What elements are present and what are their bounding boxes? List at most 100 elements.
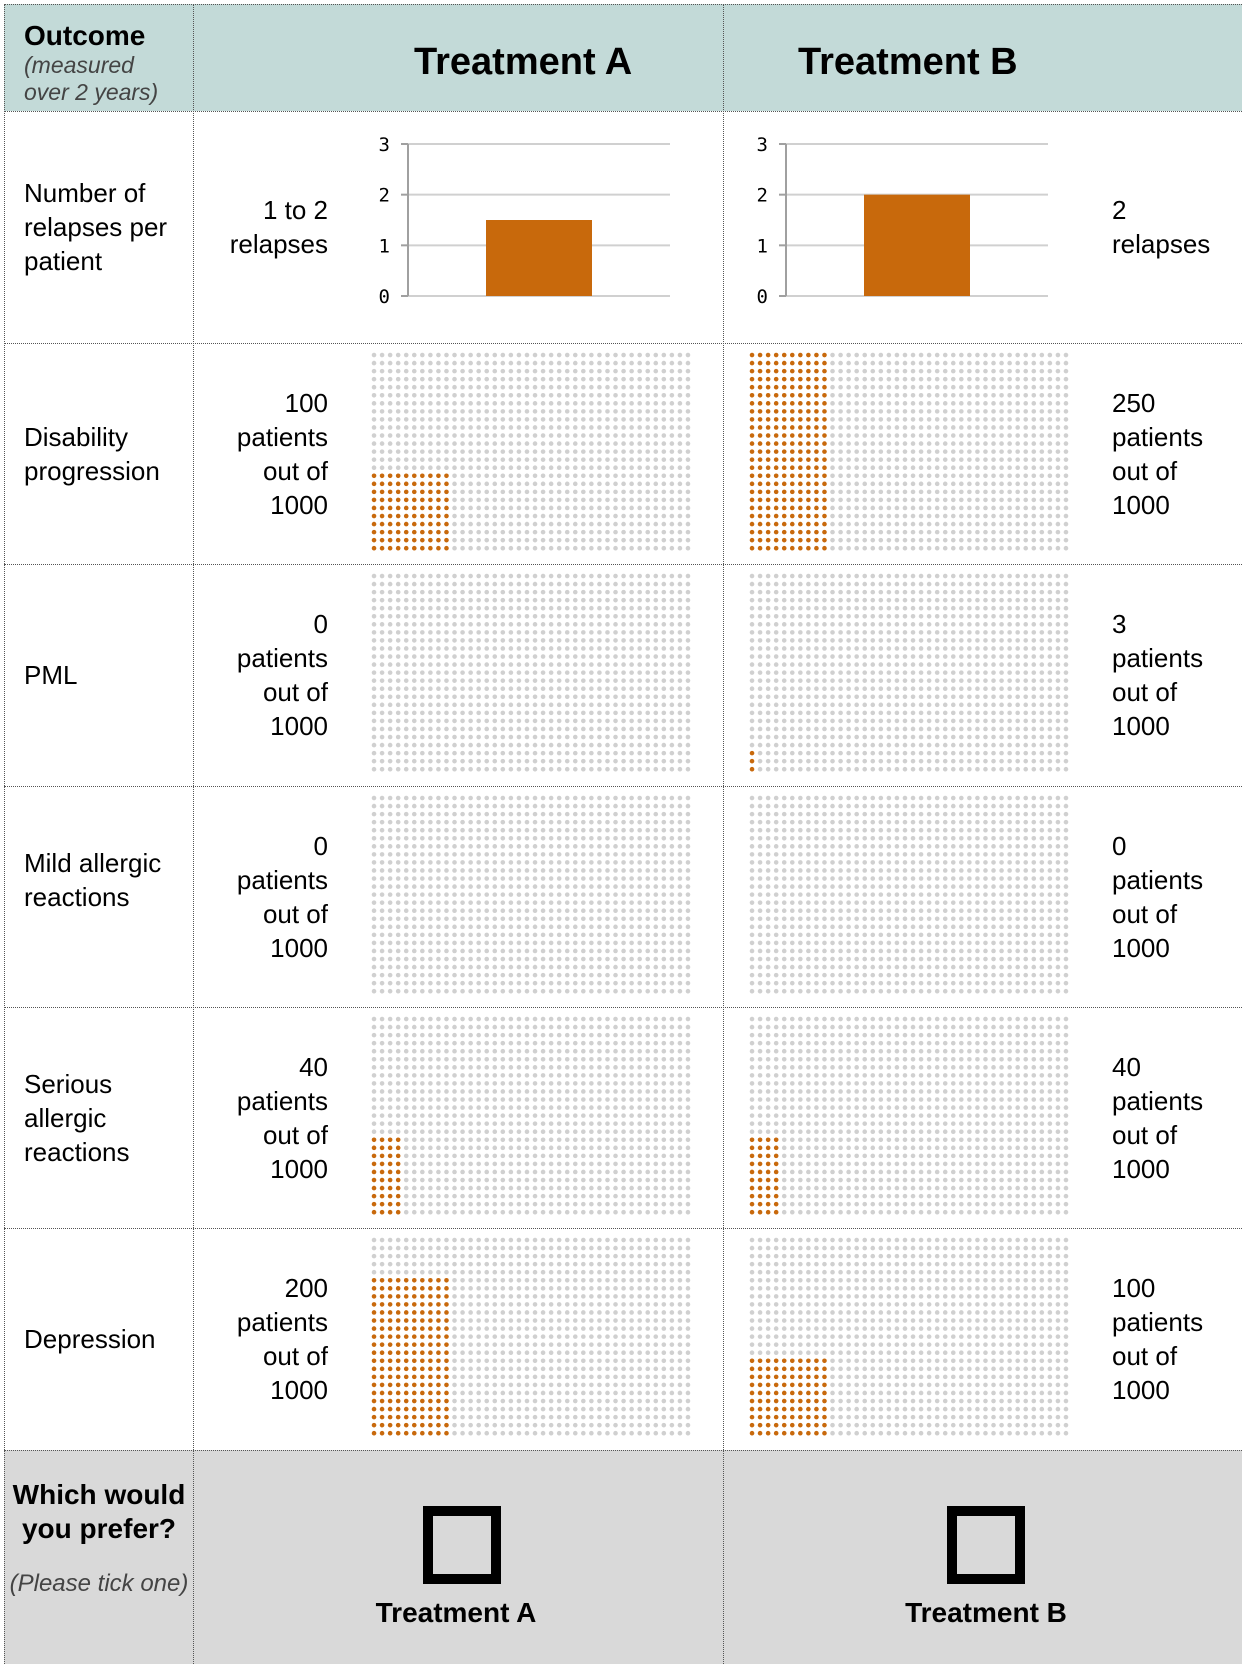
patient-dot xyxy=(500,622,506,627)
treatment-b-value-text: 100 patients out of 1000 xyxy=(1112,1271,1240,1407)
patient-dot xyxy=(500,529,506,535)
patient-dot xyxy=(637,573,642,579)
patient-dot xyxy=(967,425,972,430)
patient-dot xyxy=(500,465,506,471)
patient-dot xyxy=(991,489,996,495)
patient-dot xyxy=(854,537,859,543)
patient-dot xyxy=(572,489,578,495)
patient-dot xyxy=(581,457,586,462)
affected-patient-dot xyxy=(765,489,771,495)
patient-dot xyxy=(387,852,393,857)
patient-dot xyxy=(420,742,425,748)
patient-dot xyxy=(830,638,835,643)
patient-dot xyxy=(814,750,819,756)
patient-dot xyxy=(967,441,972,446)
patient-dot xyxy=(460,392,465,398)
patient-dot xyxy=(862,497,868,503)
patient-dot xyxy=(629,613,634,619)
patient-dot xyxy=(1023,441,1029,446)
patient-dot xyxy=(645,742,651,748)
patient-dot xyxy=(1023,638,1029,643)
patient-dot xyxy=(983,401,988,406)
patient-dot xyxy=(983,513,988,519)
patient-dot xyxy=(798,573,803,579)
patient-dot xyxy=(846,376,851,382)
patient-dot xyxy=(564,622,570,627)
patient-dot xyxy=(420,803,425,809)
patient-dot xyxy=(572,401,578,406)
patient-dot xyxy=(379,876,385,881)
patient-dot xyxy=(1047,449,1053,454)
patient-dot xyxy=(902,630,908,635)
patient-dot xyxy=(621,924,626,930)
patient-dot xyxy=(629,352,634,358)
patient-dot xyxy=(484,638,490,643)
patient-dot xyxy=(854,654,859,659)
patient-dot xyxy=(677,694,683,700)
patient-dot xyxy=(460,497,465,503)
patient-dot xyxy=(854,581,859,587)
patient-dot xyxy=(854,376,859,382)
patient-dot xyxy=(476,589,481,595)
patient-dot xyxy=(629,622,634,627)
patient-dot xyxy=(1039,457,1045,462)
patient-dot xyxy=(1031,670,1037,675)
patient-dot xyxy=(500,956,506,962)
patient-dot xyxy=(500,900,506,905)
patient-dot xyxy=(830,605,835,611)
patient-dot xyxy=(597,932,602,938)
row-divider xyxy=(4,1007,1242,1008)
patient-dot xyxy=(749,573,755,579)
patient-dot xyxy=(846,678,851,683)
patient-dot xyxy=(629,529,634,535)
patient-dot xyxy=(846,630,851,635)
patient-dot xyxy=(428,811,433,817)
patient-dot xyxy=(902,589,908,595)
patient-dot xyxy=(685,908,691,914)
patient-dot xyxy=(371,868,377,873)
patient-dot xyxy=(838,392,843,398)
patient-dot xyxy=(1031,392,1037,398)
patient-dot xyxy=(428,750,433,756)
patient-dot xyxy=(540,932,546,938)
patient-dot xyxy=(589,884,594,889)
treatment-b-value-line: out of xyxy=(1112,1119,1178,1150)
patient-dot xyxy=(1007,686,1012,692)
patient-dot xyxy=(846,521,851,527)
patient-dot xyxy=(613,545,618,551)
patient-dot xyxy=(564,686,570,692)
patient-dot xyxy=(846,758,851,764)
patient-dot xyxy=(371,803,377,809)
patient-dot xyxy=(444,835,449,841)
patient-dot xyxy=(572,694,578,700)
patient-dot xyxy=(548,964,554,970)
patient-dot xyxy=(548,360,554,366)
patient-dot xyxy=(661,497,667,503)
patient-dot xyxy=(411,884,417,889)
patient-dot xyxy=(556,956,562,962)
patient-dot xyxy=(444,449,449,454)
patient-dot xyxy=(886,497,892,503)
patient-dot xyxy=(540,392,546,398)
patient-dot xyxy=(999,473,1004,479)
treatment-b-value-line: 1000 xyxy=(1112,489,1170,520)
patient-dot xyxy=(1055,726,1061,732)
patient-dot xyxy=(1055,718,1061,724)
patient-dot xyxy=(862,702,868,708)
patient-dot xyxy=(894,742,900,748)
patient-dot xyxy=(661,384,667,390)
patient-dot xyxy=(436,876,441,881)
patient-dot xyxy=(685,948,691,954)
patient-dot xyxy=(1039,505,1045,511)
patient-dot xyxy=(500,384,506,390)
patient-dot xyxy=(757,734,763,740)
affected-patient-dot xyxy=(411,529,417,535)
patient-dot xyxy=(379,613,385,619)
patient-dot xyxy=(781,597,787,603)
patient-dot xyxy=(387,932,393,938)
patient-dot xyxy=(613,392,618,398)
patient-dot xyxy=(846,646,851,651)
patient-dot xyxy=(516,449,522,454)
patient-dot xyxy=(613,827,618,833)
patient-dot xyxy=(403,956,409,962)
